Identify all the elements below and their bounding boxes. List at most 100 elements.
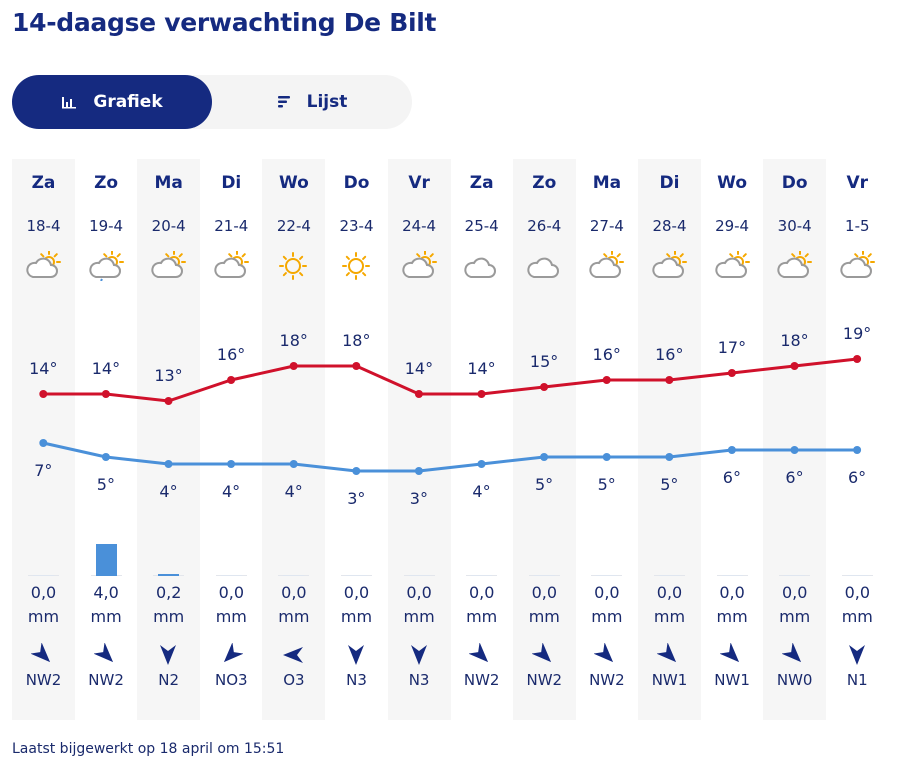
rain-value: 0,0 — [594, 583, 620, 602]
wind-label: NW2 — [526, 671, 563, 689]
day-date: 28-4 — [652, 217, 687, 235]
rain-value: 0,0 — [30, 583, 57, 602]
wind-arrow-icon — [719, 643, 739, 663]
rain-value: 0,0 — [406, 583, 432, 602]
day-column: Ma 27-4 0,0 mm NW2 — [575, 159, 638, 720]
rain-value: 0,2 — [155, 583, 182, 602]
rain-bar — [220, 575, 242, 576]
day-date: 19-4 — [89, 217, 124, 235]
day-column: Di 21-4 0,0 mm NO3 — [200, 159, 263, 720]
partly-cloudy-icon — [589, 251, 625, 278]
wind-arrow-icon — [848, 645, 865, 665]
tab-lijst[interactable]: Lijst — [212, 75, 412, 129]
day-name: Za — [31, 173, 56, 193]
rain-unit: mm — [653, 607, 686, 626]
rain-unit: mm — [340, 607, 373, 626]
wind-label: N3 — [346, 671, 367, 689]
rain-bar — [784, 575, 806, 576]
day-date: 29-4 — [715, 217, 750, 235]
day-column: Wo 29-4 0,0 mm NW1 — [701, 159, 764, 720]
wind-label: NW2 — [463, 671, 500, 689]
rain-amount: 0,0 mm — [701, 581, 764, 629]
rain-unit: mm — [466, 607, 498, 626]
rain-amount: 0,0 mm — [763, 581, 826, 629]
rain-unit: mm — [591, 607, 623, 626]
wind-label: NW1 — [651, 671, 688, 689]
partly-cloudy-icon — [214, 251, 249, 278]
rain-bar — [533, 575, 555, 576]
rain-bar — [659, 575, 680, 576]
day-column: Ma 20-4 0,2 mm N2 — [137, 159, 201, 720]
last-updated: Laatst bijgewerkt op 18 april om 15:51 — [12, 741, 285, 757]
wind-label: NW2 — [25, 671, 62, 689]
day-date: 21-4 — [214, 217, 249, 235]
partly-cloudy-rain-icon — [88, 251, 124, 281]
rain-bar — [158, 574, 180, 576]
rain-value: 0,0 — [468, 583, 495, 602]
rain-amount: 0,0 mm — [826, 581, 889, 629]
cloudy-icon — [464, 257, 497, 278]
partly-cloudy-icon — [777, 251, 813, 278]
rain-value: 4,0 — [93, 583, 119, 602]
rain-amount: 0,0 mm — [12, 581, 75, 629]
rain-bar — [471, 575, 493, 576]
day-name: Di — [221, 173, 242, 193]
rain-unit: mm — [779, 607, 811, 626]
day-column: Vr 24-4 0,0 mm N3 — [387, 159, 451, 720]
wind-arrow-icon — [782, 643, 802, 663]
day-column: Wo 22-4 0,0 mm O3 — [262, 159, 326, 720]
rain-bar — [283, 575, 305, 576]
rain-bar — [596, 575, 618, 576]
rain-value: 0,0 — [531, 583, 558, 602]
day-column: Za 25-4 0,0 mm NW2 — [450, 159, 513, 720]
day-column: Za 18-4 0,0 mm NW2 — [12, 159, 75, 720]
wind-arrow-icon — [657, 643, 677, 663]
day-date: 23-4 — [339, 217, 374, 235]
day-date: 26-4 — [527, 217, 562, 235]
day-date: 20-4 — [151, 217, 186, 235]
day-name: Wo — [278, 173, 309, 193]
rain-bar — [346, 575, 367, 576]
wind-label: NW2 — [88, 671, 124, 689]
rain-unit: mm — [716, 607, 748, 626]
wind-label: N2 — [158, 671, 180, 689]
day-column: Do 30-4 0,0 mm NW0 — [763, 159, 827, 720]
rain-value: 0,0 — [343, 583, 370, 602]
rain-value: 0,0 — [218, 583, 245, 602]
day-name: Zo — [94, 173, 119, 193]
rain-unit: mm — [841, 607, 873, 626]
rain-value: 0,0 — [781, 583, 808, 602]
bar-chart-icon — [62, 97, 77, 109]
rain-unit: mm — [278, 607, 310, 626]
rain-value: 0,0 — [719, 583, 745, 602]
day-date: 22-4 — [276, 217, 311, 235]
rain-amount: 0,0 mm — [262, 581, 325, 629]
wind-label: NO3 — [215, 671, 248, 689]
rain-unit: mm — [27, 607, 60, 626]
tab-lijst-label: Lijst — [306, 92, 348, 112]
rain-amount: 0,0 mm — [575, 581, 638, 629]
wind-label: NW2 — [589, 671, 625, 689]
wind-arrow-icon — [469, 643, 489, 663]
rain-amount: 0,0 mm — [450, 581, 513, 629]
wind-arrow-icon — [594, 643, 614, 663]
rain-value: 0,0 — [281, 583, 307, 602]
day-name: Vr — [408, 173, 430, 193]
rain-bar — [408, 575, 430, 576]
view-toggle: Grafiek Lijst — [12, 75, 412, 129]
wind-arrow-icon — [283, 647, 304, 663]
rain-value: 0,0 — [656, 583, 683, 602]
rain-amount: 0,0 mm — [513, 581, 576, 629]
sunny-icon — [279, 252, 308, 280]
rain-bar — [846, 575, 868, 576]
partly-cloudy-icon — [840, 251, 875, 278]
rain-amount: 0,0 mm — [200, 581, 263, 629]
list-icon — [277, 96, 290, 108]
wind-label: NW0 — [776, 671, 813, 689]
wind-arrow-icon — [31, 643, 51, 663]
tab-grafiek[interactable]: Grafiek — [12, 75, 212, 129]
rain-bar — [33, 575, 54, 576]
sunny-icon — [342, 252, 370, 280]
wind-label: NW1 — [714, 671, 750, 689]
partly-cloudy-icon — [151, 251, 187, 278]
